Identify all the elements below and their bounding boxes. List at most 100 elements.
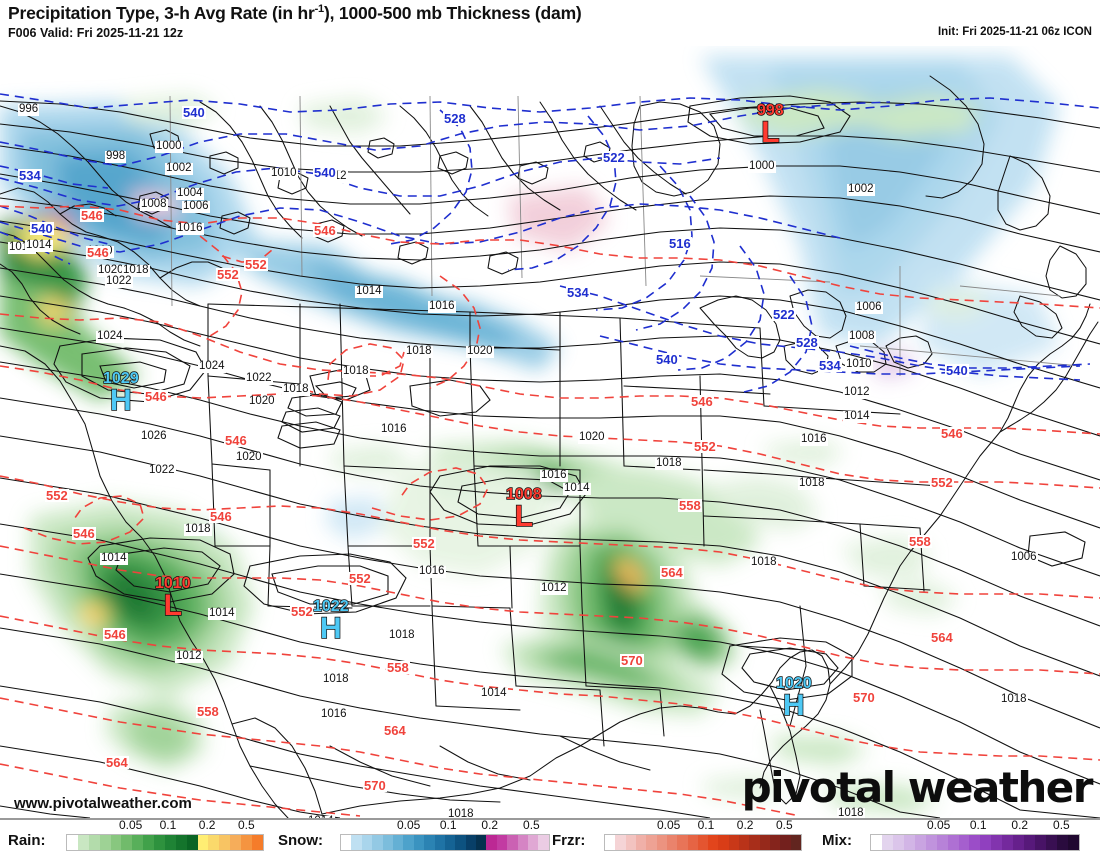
pressure-symbol: H [319,612,342,645]
watermark-logo: pivotal weather [741,763,1094,812]
legend-tick: 0.5 [523,818,540,832]
legend-swatch [186,835,198,850]
legend-swatch [372,835,383,850]
legend-swatch [241,835,252,850]
isobar-label: 1018 [798,477,826,490]
isobar-label: 1016 [176,222,204,235]
legend-swatch [67,835,78,850]
isobar-label: 1012 [175,650,203,663]
thickness-label: 570 [570,816,594,818]
legend-swatch [110,835,122,850]
legend-swatch [382,835,393,850]
legend-tick: 0.05 [396,818,421,832]
isobar-label: 1018 [655,457,683,470]
legend-swatch [351,835,362,850]
title-tail: ), 1000-500 mb Thickness (dam) [323,3,582,23]
legend-label-mix: Mix: [822,832,852,849]
legend-colorbar-frzr[interactable] [604,834,802,851]
legend-colorbar-rain[interactable] [66,834,264,851]
legend-tick: 0.1 [439,818,457,832]
legend-swatch [424,835,435,850]
legend-group-mix: Mix: 0.05 0.1 0.2 0.5 [822,818,1084,852]
thickness-label: 564 [105,755,129,770]
isobar-label: 1016 [800,433,828,446]
pressure-center-l: 1010 L [154,575,191,621]
legend-swatch [208,835,220,850]
thickness-label: 558 [678,498,702,513]
legend-swatch [230,835,241,850]
legend-swatch [925,835,937,850]
pressure-center-h: 1020 H [775,675,812,722]
legend-swatch [175,835,187,850]
isobar-label: 1016 [428,300,456,313]
legend-swatch [635,835,647,850]
legend-colorbar-snow[interactable] [340,834,550,851]
isobar-label: 1014 [307,815,335,818]
isobar-label: 1002 [847,183,875,196]
thickness-label: 534 [18,168,42,183]
thickness-label: 570 [363,778,387,793]
isobar-label: 1014 [100,552,128,565]
isobar-label: 1020 [466,345,494,358]
isobar-label: 1006 [855,301,883,314]
isobar-label: 1020 [235,451,263,464]
legend-swatch [219,835,231,850]
legend-swatch [486,835,497,850]
colorbar-legend: Rain: 0.05 0.1 0.2 0.5 Snow: 0.05 0.1 0.2 0.5 Frzr… [0,818,1100,852]
legend-swatch [991,835,1003,850]
title-main: Precipitation Type, 3-h Avg Rate (in hr [8,3,315,23]
isobar-label: 1022 [105,275,133,288]
legend-swatch [403,835,414,850]
isobar-label: 1014 [208,607,236,620]
legend-colorbar-mix[interactable] [870,834,1080,851]
legend-tick: 0.05 [118,818,143,832]
isobar-contours [0,95,1100,818]
isobar-label: 1014 [843,410,871,423]
map-svg [0,46,1100,818]
legend-swatch [739,835,750,850]
site-url[interactable]: www.pivotalweather.com [14,795,192,812]
legend-group-snow: Snow: 0.05 0.1 0.2 0.5 [278,818,554,852]
legend-swatch [197,835,209,850]
thickness-contours-cold [0,93,1100,393]
legend-swatch [1035,835,1046,850]
legend-swatch [646,835,657,850]
isobar-label: 1018 [282,383,310,396]
thickness-label: 546 [690,394,714,409]
valid-time-label: F006 Valid: Fri 2025-11-21 12z [8,26,184,40]
isobar-label: 1008 [140,198,168,211]
legend-swatch [434,835,445,850]
pressure-value: 1022 [312,598,349,615]
legend-swatch [496,835,508,850]
isobar-label: 1016 [418,565,446,578]
legend-swatch [455,835,466,850]
legend-swatch [538,835,549,850]
pressure-symbol: L [760,116,780,149]
thickness-label: 552 [290,604,314,619]
legend-swatch [444,835,456,850]
isobar-label: 1014 [25,239,53,252]
legend-label-frzr: Frzr: [552,832,586,849]
isobar-label: 1018 [388,629,416,642]
pressure-value: 998 [756,102,784,119]
legend-swatch [164,835,176,850]
legend-swatch [465,835,477,850]
thickness-label: 546 [72,526,96,541]
isobar-label: 1020 [97,264,125,277]
thickness-label: 540 [30,221,54,236]
legend-swatch [392,835,404,850]
legend-tick: 0.2 [736,818,754,832]
isobar-label: 1018 [122,264,150,277]
legend-swatch [666,835,678,850]
isobar-label: 1024 [198,360,226,373]
pressure-symbol: H [782,689,805,722]
map-canvas[interactable]: 9969981000100210041006100810161010101210… [0,46,1100,818]
pressure-center-h: 1022 H [312,598,349,645]
legend-swatch [605,835,616,850]
thickness-label: 546 [144,389,168,404]
legend-tick: 0.5 [775,818,793,832]
isobar-label: 1012 [8,241,36,254]
legend-swatch [132,835,144,850]
pressure-value: 1008 [505,486,542,503]
legend-label-snow: Snow: [278,832,323,849]
